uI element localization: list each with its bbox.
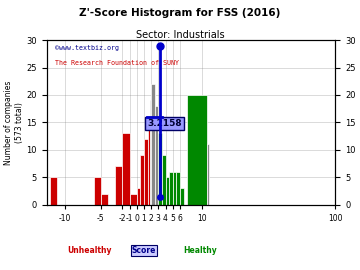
Text: ©www.textbiz.org: ©www.textbiz.org bbox=[55, 45, 120, 51]
Bar bbox=[158, 133, 162, 205]
Text: Healthy: Healthy bbox=[183, 246, 217, 255]
Bar bbox=[115, 166, 122, 205]
Bar bbox=[176, 172, 180, 205]
Text: Unhealthy: Unhealthy bbox=[68, 246, 112, 255]
Bar bbox=[148, 128, 150, 205]
Text: 3.2158: 3.2158 bbox=[148, 119, 182, 128]
Bar bbox=[207, 144, 209, 205]
Text: Score: Score bbox=[132, 246, 156, 255]
Bar bbox=[137, 188, 140, 205]
Text: The Research Foundation of SUNY: The Research Foundation of SUNY bbox=[55, 60, 179, 66]
Bar bbox=[130, 194, 137, 205]
Bar bbox=[151, 84, 155, 205]
Bar bbox=[144, 139, 148, 205]
Bar bbox=[122, 133, 130, 205]
Bar bbox=[50, 177, 58, 205]
Text: Z'-Score Histogram for FSS (2016): Z'-Score Histogram for FSS (2016) bbox=[79, 8, 281, 18]
Bar bbox=[173, 172, 176, 205]
Bar bbox=[162, 156, 166, 205]
Bar bbox=[155, 106, 158, 205]
Bar bbox=[166, 177, 169, 205]
Y-axis label: Number of companies
(573 total): Number of companies (573 total) bbox=[4, 80, 23, 165]
Bar bbox=[180, 188, 184, 205]
Bar bbox=[140, 156, 144, 205]
Bar bbox=[187, 95, 207, 205]
Bar bbox=[150, 100, 151, 205]
Text: Sector: Industrials: Sector: Industrials bbox=[136, 30, 224, 40]
Bar bbox=[101, 194, 108, 205]
Bar bbox=[94, 177, 101, 205]
Bar bbox=[169, 172, 173, 205]
